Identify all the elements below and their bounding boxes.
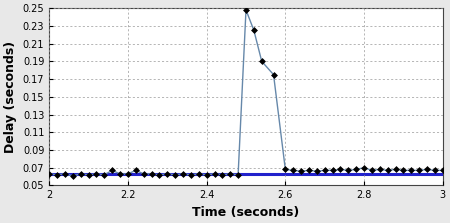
Y-axis label: Delay (seconds): Delay (seconds) bbox=[4, 41, 17, 153]
X-axis label: Time (seconds): Time (seconds) bbox=[192, 206, 300, 219]
